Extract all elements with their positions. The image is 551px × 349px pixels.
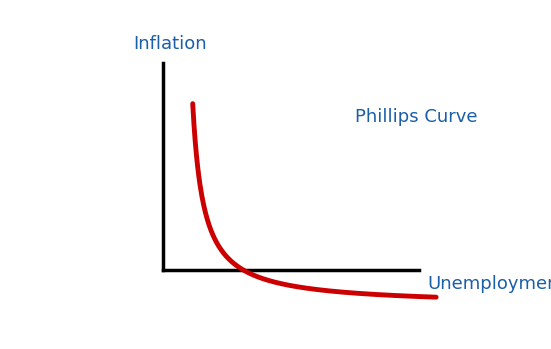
Text: Inflation: Inflation [133,35,207,53]
Text: Phillips Curve: Phillips Curve [355,108,478,126]
Text: Unemployment: Unemployment [428,275,551,293]
